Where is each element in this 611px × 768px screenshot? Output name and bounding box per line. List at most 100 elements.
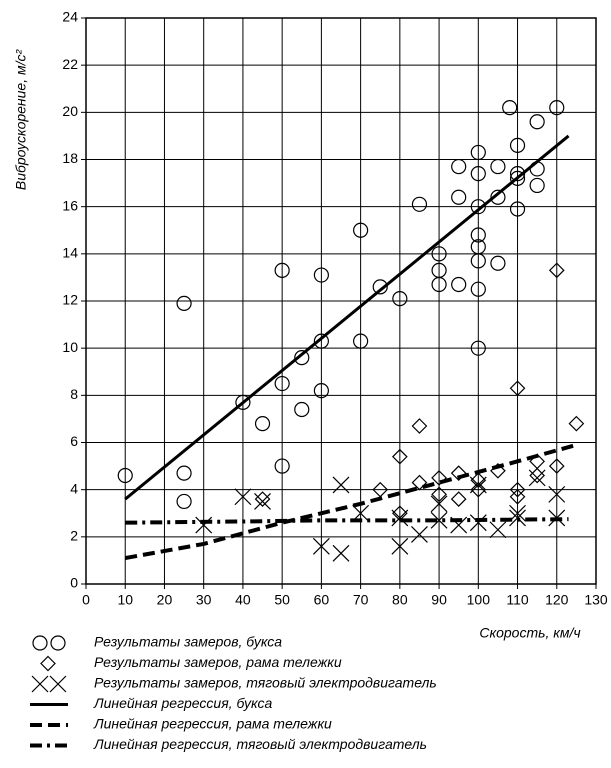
point: [313, 333, 329, 349]
point: [332, 544, 350, 562]
legend-label: Линейная регрессия, букса: [93, 695, 272, 711]
legend-label: Результаты замеров, букса: [94, 634, 282, 650]
point: [529, 114, 545, 130]
point: [470, 253, 486, 269]
point: [32, 635, 48, 651]
y-tick-label: 8: [70, 386, 78, 402]
point: [470, 199, 486, 215]
point: [391, 448, 408, 465]
x-tick-label: 120: [545, 592, 569, 608]
point: [332, 476, 350, 494]
point: [509, 481, 526, 498]
x-tick-label: 0: [82, 592, 90, 608]
regression-line: [125, 517, 569, 525]
point: [353, 222, 369, 238]
point: [431, 246, 447, 262]
point: [254, 493, 271, 510]
point: [451, 189, 467, 205]
point: [176, 493, 192, 510]
point: [50, 635, 66, 651]
point: [235, 394, 251, 411]
y-tick-label: 4: [70, 480, 78, 496]
point: [254, 491, 271, 507]
y-tick-label: 12: [62, 292, 78, 308]
legend-label: Линейная регрессия, рама тележки: [93, 716, 332, 732]
point: [372, 279, 388, 295]
x-tick-label: 50: [274, 592, 290, 608]
point: [313, 383, 329, 399]
point: [117, 467, 133, 484]
legend-label: Результаты замеров, тяговый электродвига…: [94, 675, 437, 691]
point: [490, 255, 506, 271]
point: [430, 511, 448, 529]
y-tick-label: 0: [70, 575, 78, 591]
point: [294, 401, 310, 418]
point: [548, 262, 565, 279]
point: [391, 509, 409, 527]
point: [431, 486, 447, 503]
point: [274, 375, 290, 392]
point: [469, 514, 487, 532]
y-tick-label: 20: [62, 103, 78, 119]
point: [451, 276, 467, 293]
point: [294, 350, 310, 366]
y-axis-label: Виброускорение, м/с²: [13, 49, 29, 191]
x-tick-label: 90: [431, 592, 447, 608]
point: [489, 521, 507, 539]
x-tick-label: 80: [392, 592, 408, 608]
y-tick-label: 22: [62, 56, 78, 72]
plot-frame: [85, 17, 597, 585]
point: [548, 458, 565, 474]
point: [470, 227, 486, 243]
point: [313, 267, 329, 283]
point: [509, 504, 526, 522]
point: [431, 276, 447, 293]
x-tick-label: 110: [506, 592, 529, 608]
point: [195, 516, 213, 534]
point: [470, 281, 486, 297]
point: [411, 474, 428, 491]
point: [502, 100, 518, 116]
point: [392, 291, 408, 307]
y-tick-label: 24: [62, 9, 78, 25]
regression-line: [124, 134, 570, 501]
legend-label: Результаты замеров, рама тележки: [94, 654, 342, 670]
x-tick-label: 10: [117, 592, 133, 608]
point: [391, 537, 409, 555]
point: [549, 100, 565, 116]
x-tick-label: 30: [196, 592, 212, 608]
point: [353, 333, 369, 349]
point: [411, 196, 428, 212]
point: [568, 415, 585, 432]
point: [450, 491, 467, 507]
point: [431, 470, 447, 486]
point: [509, 137, 526, 153]
y-tick-label: 6: [70, 433, 78, 449]
point: [176, 295, 192, 311]
point: [470, 144, 486, 161]
x-axis-label: Скорость, км/ч: [479, 625, 580, 641]
point: [31, 675, 49, 693]
point: [470, 166, 486, 182]
point: [430, 495, 448, 513]
point: [391, 505, 408, 522]
point: [49, 675, 67, 693]
point: [312, 537, 330, 555]
legend-label: Линейная регрессия, тяговый электродвига…: [93, 736, 427, 752]
x-tick-label: 130: [584, 592, 608, 608]
y-tick-label: 2: [70, 528, 78, 544]
point: [411, 418, 428, 434]
legend-symbol: [40, 655, 56, 672]
point: [451, 158, 467, 175]
point: [548, 485, 566, 503]
y-tick-label: 18: [62, 150, 78, 166]
point: [509, 488, 526, 505]
point: [450, 465, 467, 482]
point: [470, 340, 486, 356]
point: [528, 469, 546, 487]
point: [529, 177, 545, 194]
point: [274, 262, 290, 278]
point: [234, 488, 252, 506]
x-tick-label: 60: [314, 592, 330, 608]
